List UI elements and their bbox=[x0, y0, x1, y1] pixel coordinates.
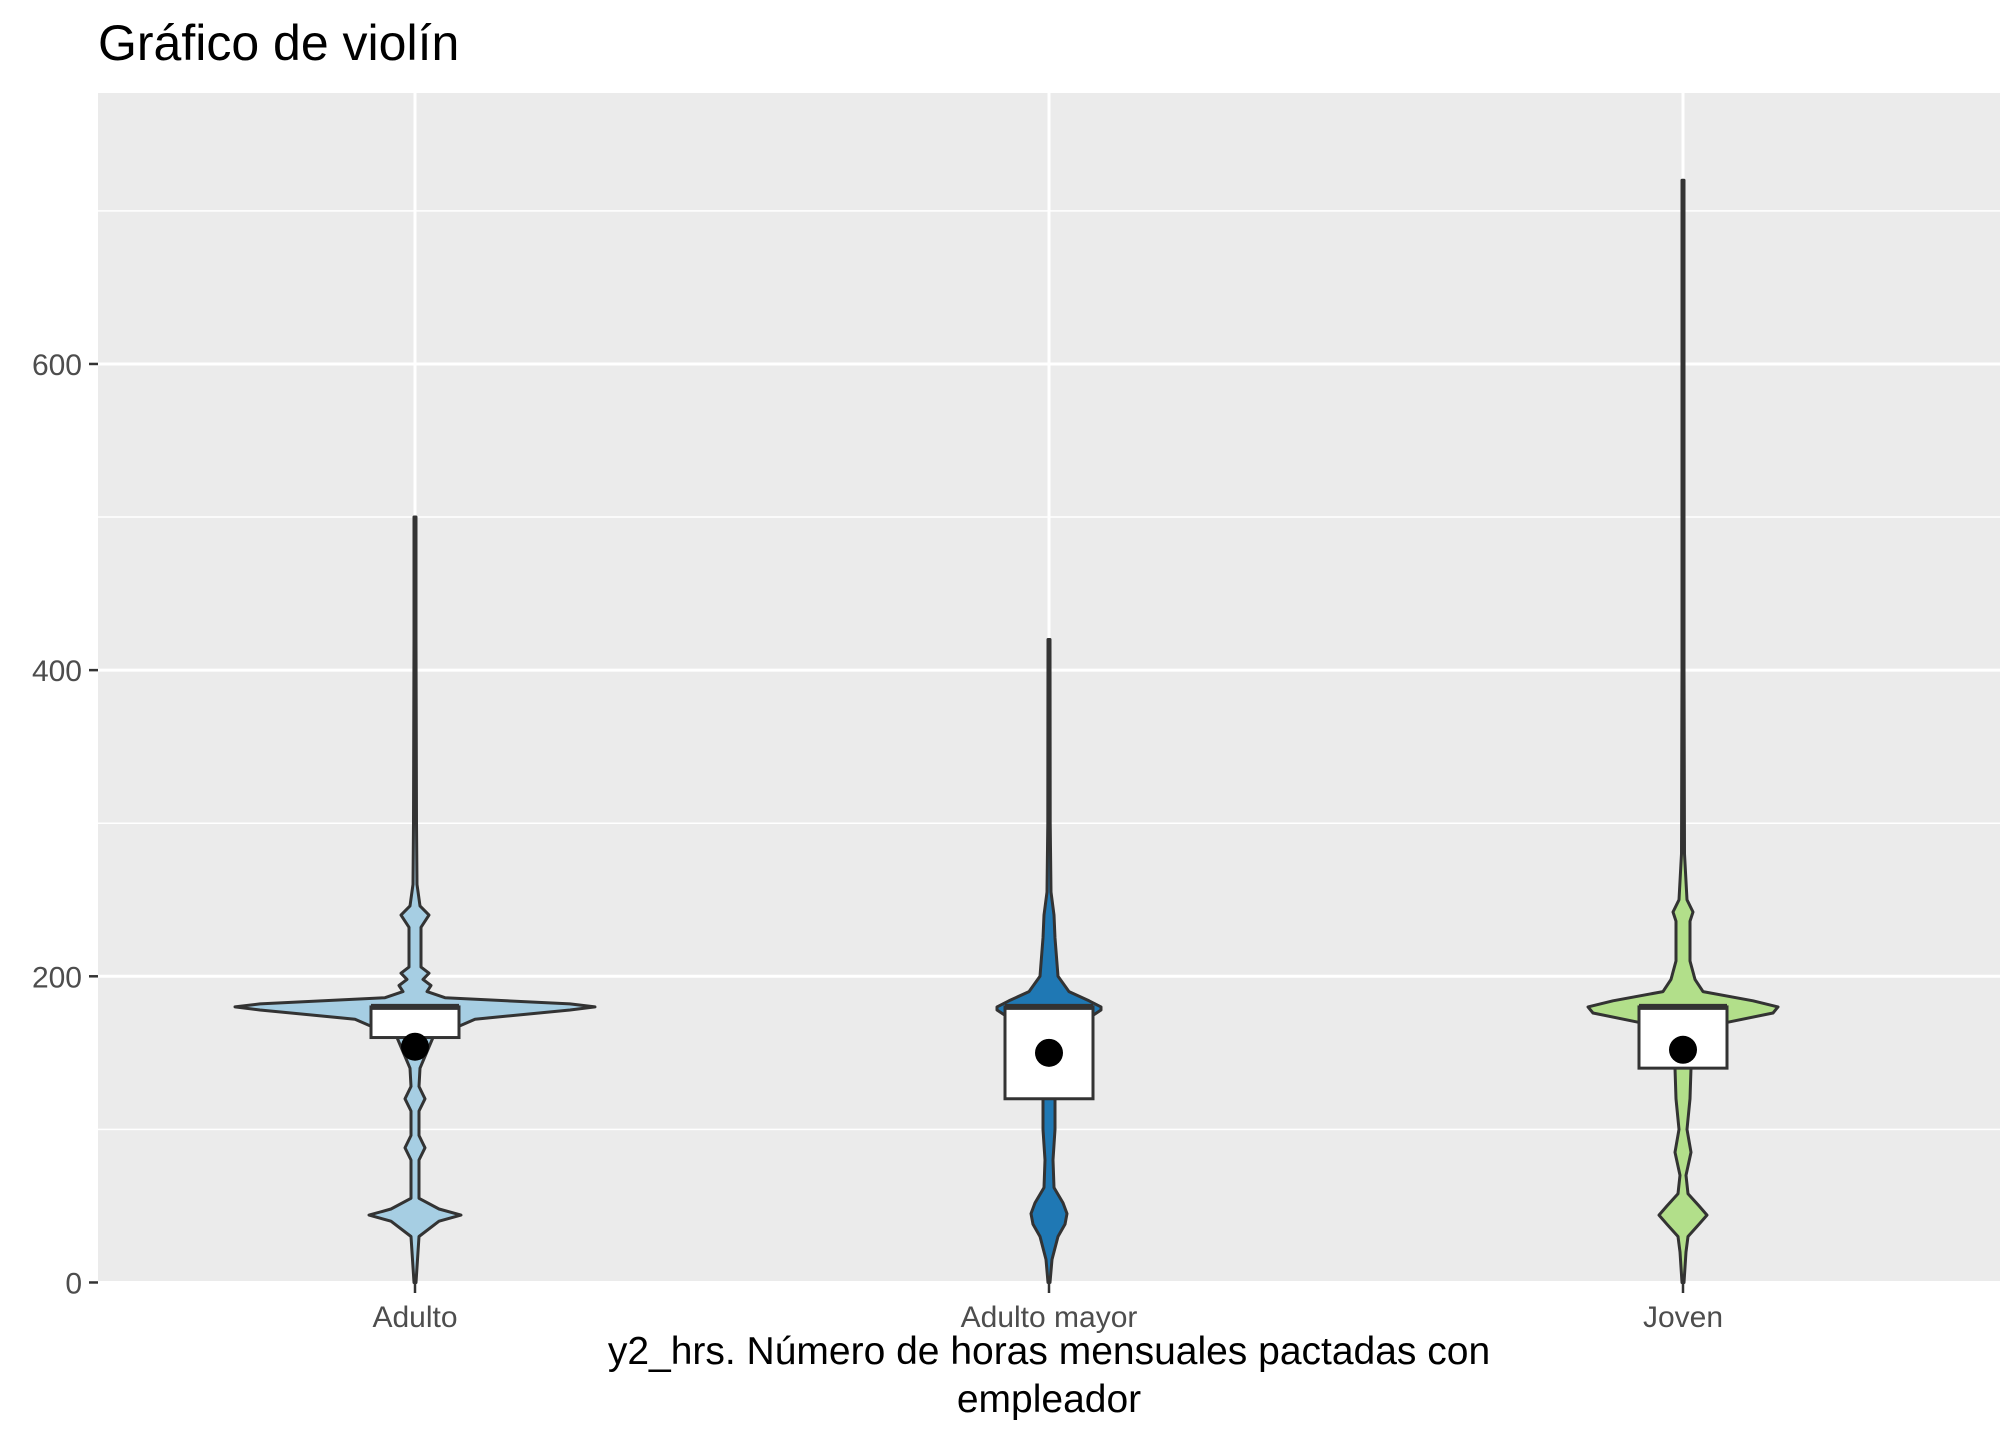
violin-shape bbox=[995, 638, 1103, 1284]
violin-adulto bbox=[233, 515, 597, 1284]
mean-point bbox=[1669, 1035, 1697, 1064]
y-tick-label: 400 bbox=[32, 655, 82, 688]
x-axis-label-line-2: empleador bbox=[956, 1378, 1142, 1421]
x-tick-label: Joven bbox=[1643, 1301, 1723, 1334]
mean-point bbox=[1035, 1038, 1063, 1067]
violin-shape bbox=[1586, 178, 1780, 1284]
axes: 0 200 400 600 Adulto Adulto mayor Joven bbox=[32, 349, 1723, 1334]
violins bbox=[233, 178, 1780, 1284]
y-tick-label: 0 bbox=[65, 1267, 82, 1300]
boxplot-box bbox=[369, 1005, 461, 1040]
violin-shape bbox=[233, 515, 597, 1284]
violin-joven bbox=[1586, 178, 1780, 1284]
violin-adulto-mayor bbox=[995, 638, 1103, 1284]
x-axis-label-line-1: y2_hrs. Número de horas mensuales pactad… bbox=[607, 1330, 1491, 1373]
chart-title: Gráfico de violín bbox=[98, 15, 460, 71]
x-axis-label: y2_hrs. Número de horas mensuales pactad… bbox=[98, 1328, 2000, 1424]
mean-point bbox=[401, 1032, 429, 1061]
y-tick-label: 600 bbox=[32, 349, 82, 382]
y-tick-label: 200 bbox=[32, 961, 82, 994]
x-tick-label: Adulto bbox=[372, 1301, 457, 1334]
x-tick-label: Adulto mayor bbox=[961, 1301, 1138, 1334]
